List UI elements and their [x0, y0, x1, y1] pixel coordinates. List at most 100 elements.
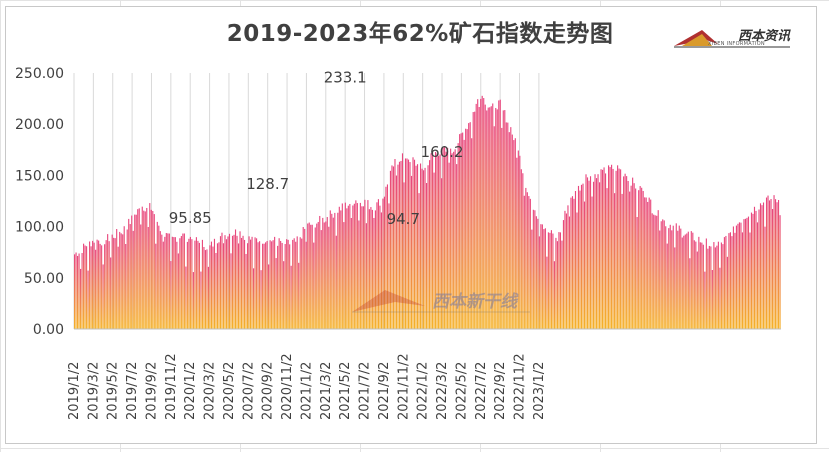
bar — [559, 232, 561, 329]
bar — [562, 220, 565, 329]
bar — [253, 268, 255, 329]
bar — [334, 212, 336, 329]
bar — [481, 95, 483, 329]
bar — [508, 132, 510, 329]
x-tick-label: 2021/11/2 — [396, 353, 411, 420]
bar — [368, 209, 370, 329]
bar — [606, 188, 608, 329]
x-tick-label: 2023/1/2 — [532, 362, 547, 420]
bar — [632, 177, 634, 329]
x-tick-label: 2021/1/2 — [299, 362, 314, 420]
bar — [583, 201, 586, 329]
bar — [653, 214, 655, 329]
bar — [370, 207, 372, 329]
x-tick-label: 2020/11/2 — [280, 353, 295, 420]
bar — [517, 150, 519, 329]
bar — [511, 134, 513, 329]
bar — [543, 229, 545, 329]
bar — [714, 247, 716, 329]
bar — [747, 216, 750, 329]
bar — [660, 221, 662, 329]
bar — [132, 230, 134, 329]
bar — [87, 270, 89, 329]
y-tick-labels: 0.00 50.00 100.00 150.00 200.00 250.00 — [15, 66, 64, 338]
y-tick-label: 200.00 — [15, 117, 64, 133]
bar — [234, 229, 237, 329]
bar — [143, 210, 145, 329]
bar — [773, 195, 775, 329]
bar — [591, 196, 593, 329]
bar — [447, 147, 449, 329]
bar — [635, 188, 637, 329]
bar — [627, 180, 629, 329]
bar — [362, 206, 364, 329]
bar — [83, 243, 85, 329]
bar — [122, 234, 124, 329]
bar — [155, 243, 157, 329]
bar — [305, 241, 307, 329]
bar — [618, 168, 620, 329]
bar — [311, 224, 313, 329]
bar — [93, 242, 95, 329]
bar — [629, 191, 631, 329]
bar — [376, 202, 378, 329]
bar — [422, 170, 425, 329]
bar — [752, 213, 754, 329]
bar — [424, 167, 426, 329]
bar — [710, 246, 712, 329]
bar — [286, 239, 288, 329]
bar — [722, 244, 724, 329]
bar — [283, 261, 285, 329]
bar — [758, 209, 760, 329]
bar — [761, 205, 763, 329]
bar — [737, 223, 739, 329]
bar — [617, 165, 619, 329]
bar — [400, 160, 402, 329]
x-tick-label: 2022/3/2 — [435, 362, 450, 420]
bar — [228, 233, 231, 329]
bar — [344, 202, 346, 329]
bar — [81, 252, 83, 329]
bar — [439, 154, 441, 329]
bar — [577, 185, 580, 329]
bar — [138, 208, 140, 329]
bar — [565, 213, 568, 329]
bar — [749, 232, 751, 329]
logo-subtext: XIBEN INFORMATION — [708, 41, 765, 47]
bar — [684, 234, 686, 329]
bar — [776, 202, 778, 329]
x-tick-label: 2020/3/2 — [203, 362, 218, 420]
bar — [475, 103, 477, 329]
bar — [442, 147, 444, 329]
bar — [164, 236, 166, 329]
bar — [153, 214, 155, 329]
bar — [298, 262, 300, 329]
bar — [215, 252, 217, 329]
xiben-logo-icon — [674, 30, 790, 48]
bar — [150, 209, 152, 329]
bar — [588, 180, 590, 329]
bar — [302, 227, 304, 329]
bar — [239, 231, 241, 329]
bar — [128, 218, 130, 329]
bar — [687, 231, 689, 329]
bar — [240, 237, 243, 329]
bar — [713, 242, 715, 329]
bar — [349, 203, 351, 329]
bar — [216, 243, 219, 329]
bar — [678, 225, 680, 329]
bar — [594, 174, 596, 329]
bar — [603, 167, 605, 329]
x-tick-label: 2020/7/2 — [241, 362, 256, 420]
bar — [293, 238, 295, 329]
bar — [465, 128, 467, 329]
bar — [426, 183, 428, 329]
bar — [705, 238, 707, 329]
bar — [182, 233, 184, 329]
bar — [186, 241, 188, 329]
bar — [480, 98, 482, 329]
bar — [654, 215, 656, 329]
bar — [623, 176, 625, 329]
bar — [80, 268, 82, 329]
bar — [445, 151, 447, 329]
